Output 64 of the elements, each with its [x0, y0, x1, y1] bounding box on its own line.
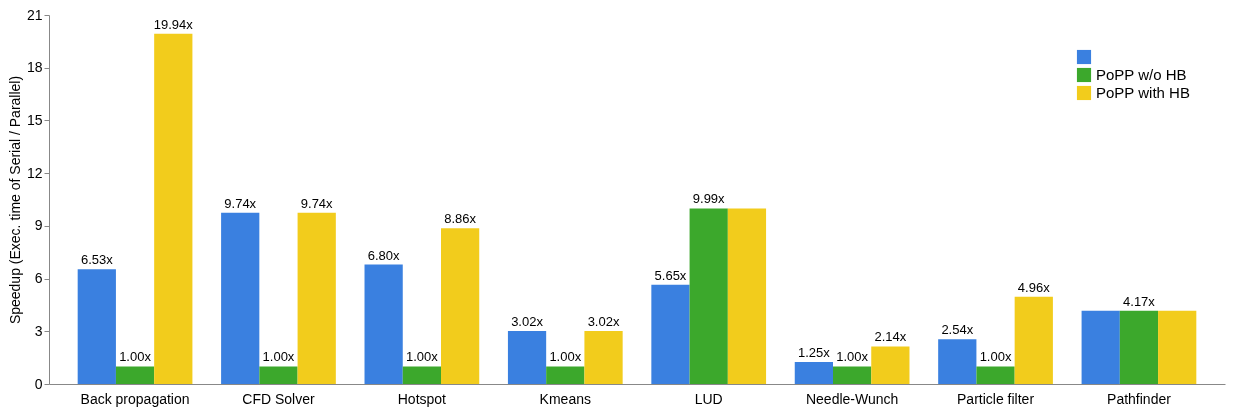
bar	[507, 330, 547, 384]
data-label: 3.02x	[587, 313, 620, 329]
data-label: 5.65x	[654, 267, 687, 283]
bar	[1081, 310, 1120, 384]
data-label: 19.94x	[153, 16, 194, 32]
x-tick-label: CFD Solver	[242, 390, 315, 407]
legend-label: PoPP with HB	[1096, 84, 1190, 101]
data-label: 9.74x	[224, 195, 257, 211]
x-tick-label: LUD	[694, 390, 723, 407]
bar	[154, 33, 193, 384]
bar	[976, 366, 1015, 384]
data-label: 4.96x	[1017, 279, 1051, 295]
y-tick-label: 18	[26, 59, 43, 76]
bar	[1119, 310, 1159, 384]
y-tick-label: 15	[26, 111, 43, 128]
bar	[546, 366, 585, 384]
data-label: 9.74x	[300, 195, 334, 211]
legend-label: PoPP w/o HB	[1096, 66, 1187, 83]
bar	[221, 212, 260, 384]
y-tick-label: 9	[34, 217, 43, 234]
bar	[441, 228, 480, 384]
data-label: 1.00x	[119, 349, 152, 365]
x-tick-label: Pathfinder	[1107, 390, 1172, 407]
y-tick-label: 3	[34, 322, 43, 339]
data-label: 1.25x	[797, 345, 831, 361]
data-label: 2.54x	[941, 322, 974, 338]
data-label: 1.00x	[262, 349, 295, 365]
x-tick-label: Particle filter	[957, 390, 1035, 407]
x-tick-label: Needle-Wunch	[805, 390, 899, 407]
bar	[1014, 296, 1053, 384]
data-label: 1.00x	[405, 349, 439, 365]
bar	[402, 366, 441, 384]
y-tick-label: 12	[26, 164, 43, 181]
bar	[364, 264, 403, 384]
bar	[794, 362, 833, 384]
bar	[689, 208, 728, 384]
bar	[115, 366, 155, 384]
data-label: 1.00x	[979, 349, 1012, 365]
data-label: 2.14x	[874, 329, 907, 345]
x-tick-label: Kmeans	[539, 390, 591, 407]
bar	[871, 346, 910, 384]
y-axis-title: Speedup (Exec. time of Serial / Parallel)	[6, 75, 23, 325]
bar	[259, 366, 298, 384]
data-label: 1.00x	[836, 349, 869, 365]
bar	[938, 339, 977, 384]
bar	[297, 212, 336, 384]
y-tick-label: 21	[26, 6, 43, 23]
bar	[584, 330, 623, 384]
y-tick-label: 6	[34, 270, 43, 287]
data-label: 6.80x	[367, 247, 401, 263]
x-tick-label: Back propagation	[80, 390, 190, 407]
bar	[1158, 310, 1197, 384]
data-label: 3.02x	[511, 313, 544, 329]
data-label: 8.86x	[444, 211, 477, 227]
bar	[651, 284, 690, 384]
y-tick-label: 0	[34, 375, 43, 392]
data-label: 4.17x	[1123, 293, 1156, 309]
bar	[77, 269, 116, 384]
data-label: 9.99x	[692, 191, 726, 207]
bar	[727, 208, 767, 384]
bar	[833, 366, 872, 384]
data-label: 6.53x	[80, 252, 114, 268]
x-tick-label: Hotspot	[397, 390, 447, 407]
data-label: 1.00x	[549, 349, 582, 365]
